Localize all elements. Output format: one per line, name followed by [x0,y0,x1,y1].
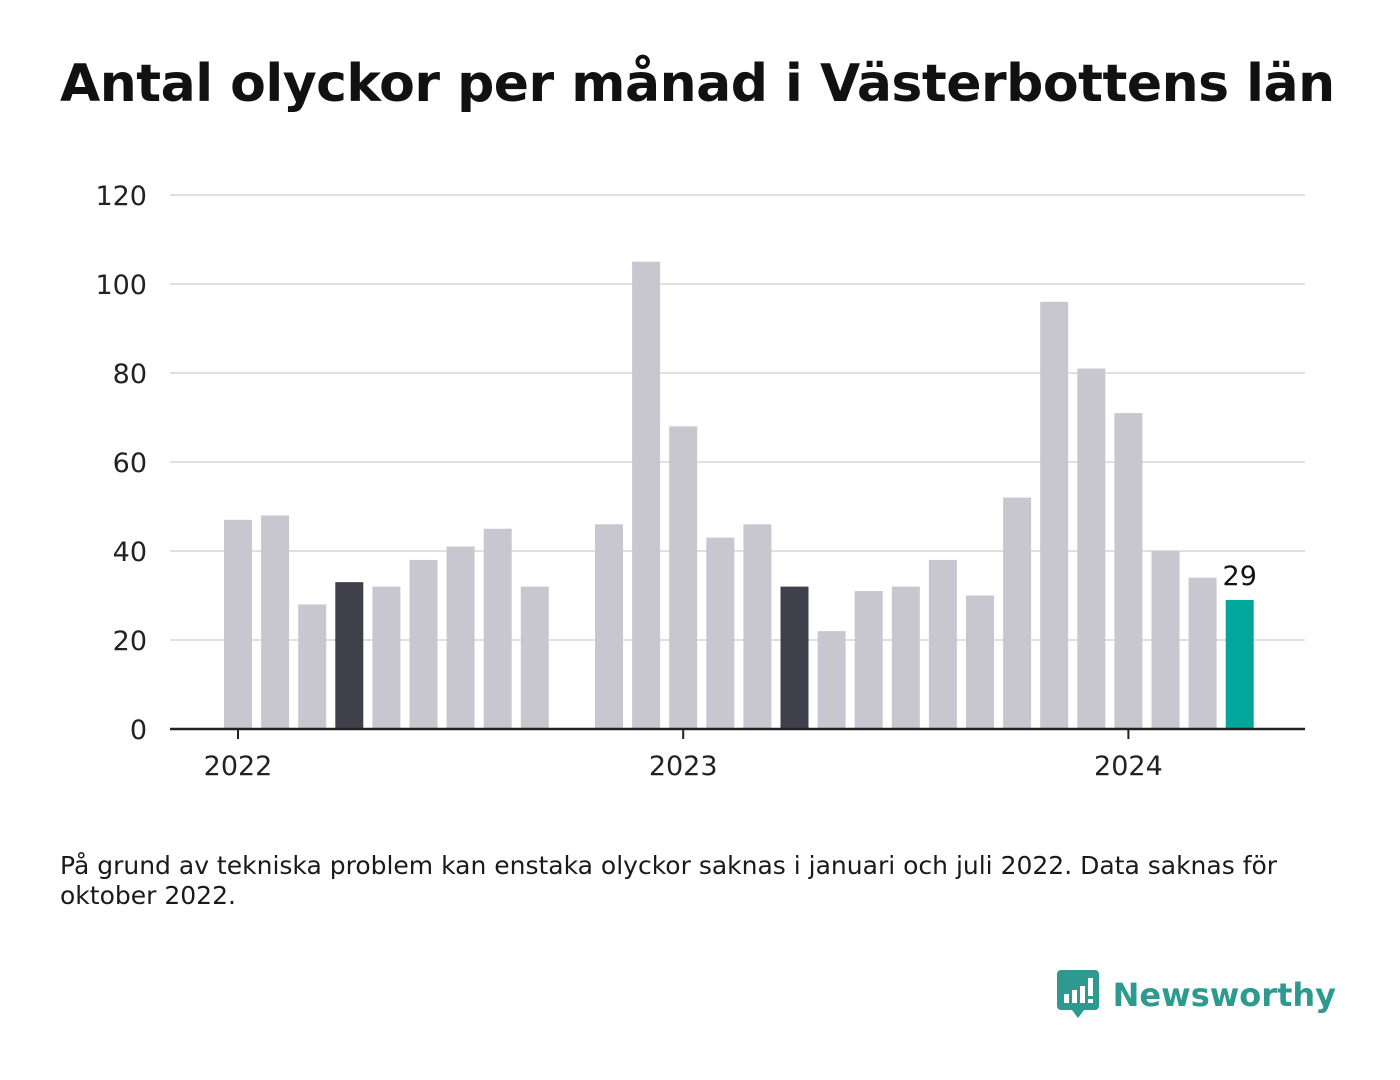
bar [595,524,623,729]
bar [928,559,957,729]
bar [817,631,846,729]
bar [743,524,772,729]
y-tick-label: 40 [113,537,147,568]
y-tick-label: 20 [113,626,147,657]
bar [706,537,735,729]
bar [854,591,883,729]
bar [780,586,809,729]
bar [298,604,327,729]
bar [1040,301,1069,729]
bar [224,519,252,729]
bar [1188,577,1217,729]
bar [891,586,920,729]
bar [372,586,401,729]
page-title: Antal olyckor per månad i Västerbottens … [60,54,1335,114]
footnote: På grund av tekniska problem kan enstaka… [60,851,1278,910]
bar-value-label: 29 [1223,561,1257,592]
bar [409,559,438,729]
bar [446,546,475,729]
bar [669,426,698,729]
bar [1151,551,1180,729]
bar-chart: 0 20 40 60 80 100 120 29 2022 2023 2024 [95,181,1305,782]
y-tick-label: 100 [95,270,147,301]
y-tick-label: 0 [130,715,147,746]
bar [1077,368,1106,729]
bar [335,582,364,729]
bar [483,528,512,729]
y-tick-label: 120 [95,181,147,212]
bar [966,595,994,729]
bar [520,586,549,729]
newsworthy-logo-icon [1056,970,1099,1018]
bar [632,261,661,729]
x-tick-label: 2024 [1094,751,1163,782]
x-tick-label: 2023 [649,751,718,782]
brand-name: Newsworthy [1112,976,1336,1014]
y-tick-label: 60 [113,448,147,479]
x-tick-label: 2022 [204,751,273,782]
brand-logo: Newsworthy [1056,970,1336,1020]
y-tick-label: 80 [113,359,147,390]
bar [1114,413,1143,729]
bar [1225,599,1254,729]
bar [1003,497,1032,729]
bar [261,515,290,729]
